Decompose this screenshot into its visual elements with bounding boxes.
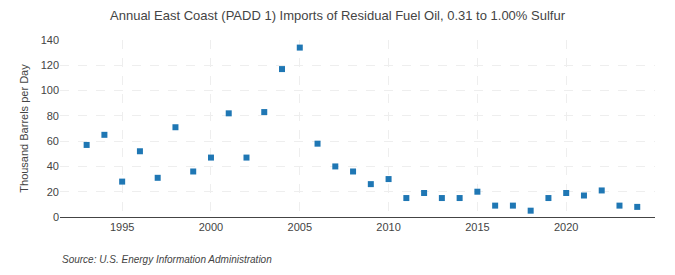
- svg-text:80: 80: [47, 110, 59, 122]
- svg-text:120: 120: [41, 59, 59, 71]
- svg-text:2015: 2015: [465, 221, 489, 233]
- svg-text:Thousand Barrels per Day: Thousand Barrels per Day: [18, 64, 30, 193]
- svg-text:60: 60: [47, 135, 59, 147]
- svg-text:100: 100: [41, 84, 59, 96]
- svg-text:20: 20: [47, 186, 59, 198]
- svg-text:0: 0: [53, 211, 59, 223]
- svg-text:2005: 2005: [288, 221, 312, 233]
- svg-text:40: 40: [47, 160, 59, 172]
- svg-text:Source: U.S. Energy Informatio: Source: U.S. Energy Information Administ…: [62, 254, 272, 265]
- svg-text:140: 140: [41, 34, 59, 46]
- svg-text:2010: 2010: [376, 221, 400, 233]
- svg-text:Annual East Coast (PADD 1) Imp: Annual East Coast (PADD 1) Imports of Re…: [110, 8, 566, 23]
- svg-text:2020: 2020: [554, 221, 578, 233]
- svg-text:1995: 1995: [110, 221, 134, 233]
- svg-text:2000: 2000: [199, 221, 223, 233]
